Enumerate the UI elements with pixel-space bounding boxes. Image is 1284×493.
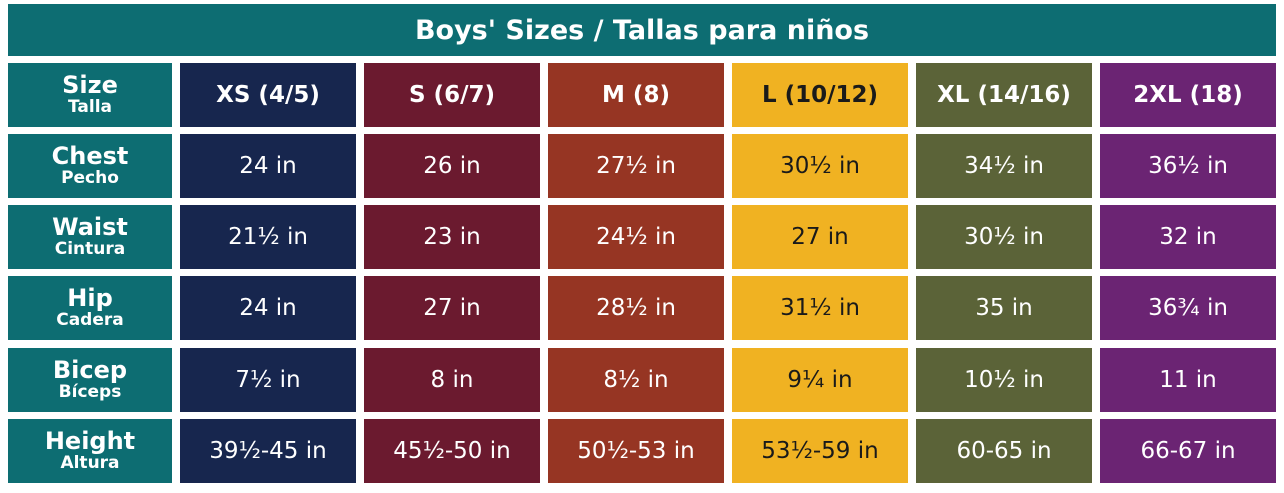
value-cell: 66-67 in bbox=[1100, 419, 1276, 483]
value-cell: 27 in bbox=[364, 276, 540, 340]
table-row-height: Height Altura 39½-45 in 45½-50 in 50½-53… bbox=[0, 419, 1284, 483]
table-row-waist: Waist Cintura 21½ in 23 in 24½ in 27 in … bbox=[0, 205, 1284, 269]
size-header-xs: XS (4/5) bbox=[180, 63, 356, 127]
size-chart-title: Boys' Sizes / Tallas para niños bbox=[8, 4, 1276, 56]
value-cell: 24 in bbox=[180, 276, 356, 340]
value-cell: 50½-53 in bbox=[548, 419, 724, 483]
row-label-en: Waist bbox=[52, 213, 128, 242]
size-label-cell: Size Talla bbox=[8, 63, 172, 127]
value-cell: 27½ in bbox=[548, 134, 724, 198]
value-cell: 9¼ in bbox=[732, 348, 908, 412]
row-label-bicep: Bicep Bíceps bbox=[8, 348, 172, 412]
value-cell: 53½-59 in bbox=[732, 419, 908, 483]
value-cell: 35 in bbox=[916, 276, 1092, 340]
size-label-en: Size bbox=[62, 71, 118, 100]
value-cell: 30½ in bbox=[732, 134, 908, 198]
row-label-en: Hip bbox=[67, 284, 113, 313]
value-cell: 36¾ in bbox=[1100, 276, 1276, 340]
value-cell: 30½ in bbox=[916, 205, 1092, 269]
row-label-es: Pecho bbox=[61, 167, 119, 188]
value-cell: 27 in bbox=[732, 205, 908, 269]
value-cell: 24 in bbox=[180, 134, 356, 198]
row-label-es: Cintura bbox=[54, 238, 126, 259]
value-cell: 8 in bbox=[364, 348, 540, 412]
row-label-waist: Waist Cintura bbox=[8, 205, 172, 269]
value-cell: 11 in bbox=[1100, 348, 1276, 412]
value-cell: 32 in bbox=[1100, 205, 1276, 269]
size-header-m: M (8) bbox=[548, 63, 724, 127]
table-row-bicep: Bicep Bíceps 7½ in 8 in 8½ in 9¼ in 10½ … bbox=[0, 348, 1284, 412]
value-cell: 28½ in bbox=[548, 276, 724, 340]
size-header-s: S (6/7) bbox=[364, 63, 540, 127]
value-cell: 24½ in bbox=[548, 205, 724, 269]
value-cell: 39½-45 in bbox=[180, 419, 356, 483]
value-cell: 26 in bbox=[364, 134, 540, 198]
size-header-xl: XL (14/16) bbox=[916, 63, 1092, 127]
value-cell: 31½ in bbox=[732, 276, 908, 340]
value-cell: 7½ in bbox=[180, 348, 356, 412]
row-label-en: Chest bbox=[51, 142, 129, 171]
value-cell: 34½ in bbox=[916, 134, 1092, 198]
row-label-hip: Hip Cadera bbox=[8, 276, 172, 340]
size-header-l: L (10/12) bbox=[732, 63, 908, 127]
table-row-chest: Chest Pecho 24 in 26 in 27½ in 30½ in 34… bbox=[0, 134, 1284, 198]
header-row: Size Talla XS (4/5) S (6/7) M (8) L (10/… bbox=[0, 63, 1284, 127]
row-label-height: Height Altura bbox=[8, 419, 172, 483]
value-cell: 45½-50 in bbox=[364, 419, 540, 483]
row-label-en: Bicep bbox=[52, 356, 128, 385]
row-label-es: Cadera bbox=[56, 309, 124, 330]
value-cell: 10½ in bbox=[916, 348, 1092, 412]
table-row-hip: Hip Cadera 24 in 27 in 28½ in 31½ in 35 … bbox=[0, 276, 1284, 340]
size-header-2xl: 2XL (18) bbox=[1100, 63, 1276, 127]
row-label-chest: Chest Pecho bbox=[8, 134, 172, 198]
size-label-es: Talla bbox=[67, 96, 112, 117]
value-cell: 23 in bbox=[364, 205, 540, 269]
value-cell: 36½ in bbox=[1100, 134, 1276, 198]
row-label-es: Altura bbox=[60, 452, 120, 473]
row-label-es: Bíceps bbox=[58, 381, 122, 402]
value-cell: 8½ in bbox=[548, 348, 724, 412]
row-label-en: Height bbox=[44, 427, 136, 456]
value-cell: 60-65 in bbox=[916, 419, 1092, 483]
value-cell: 21½ in bbox=[180, 205, 356, 269]
